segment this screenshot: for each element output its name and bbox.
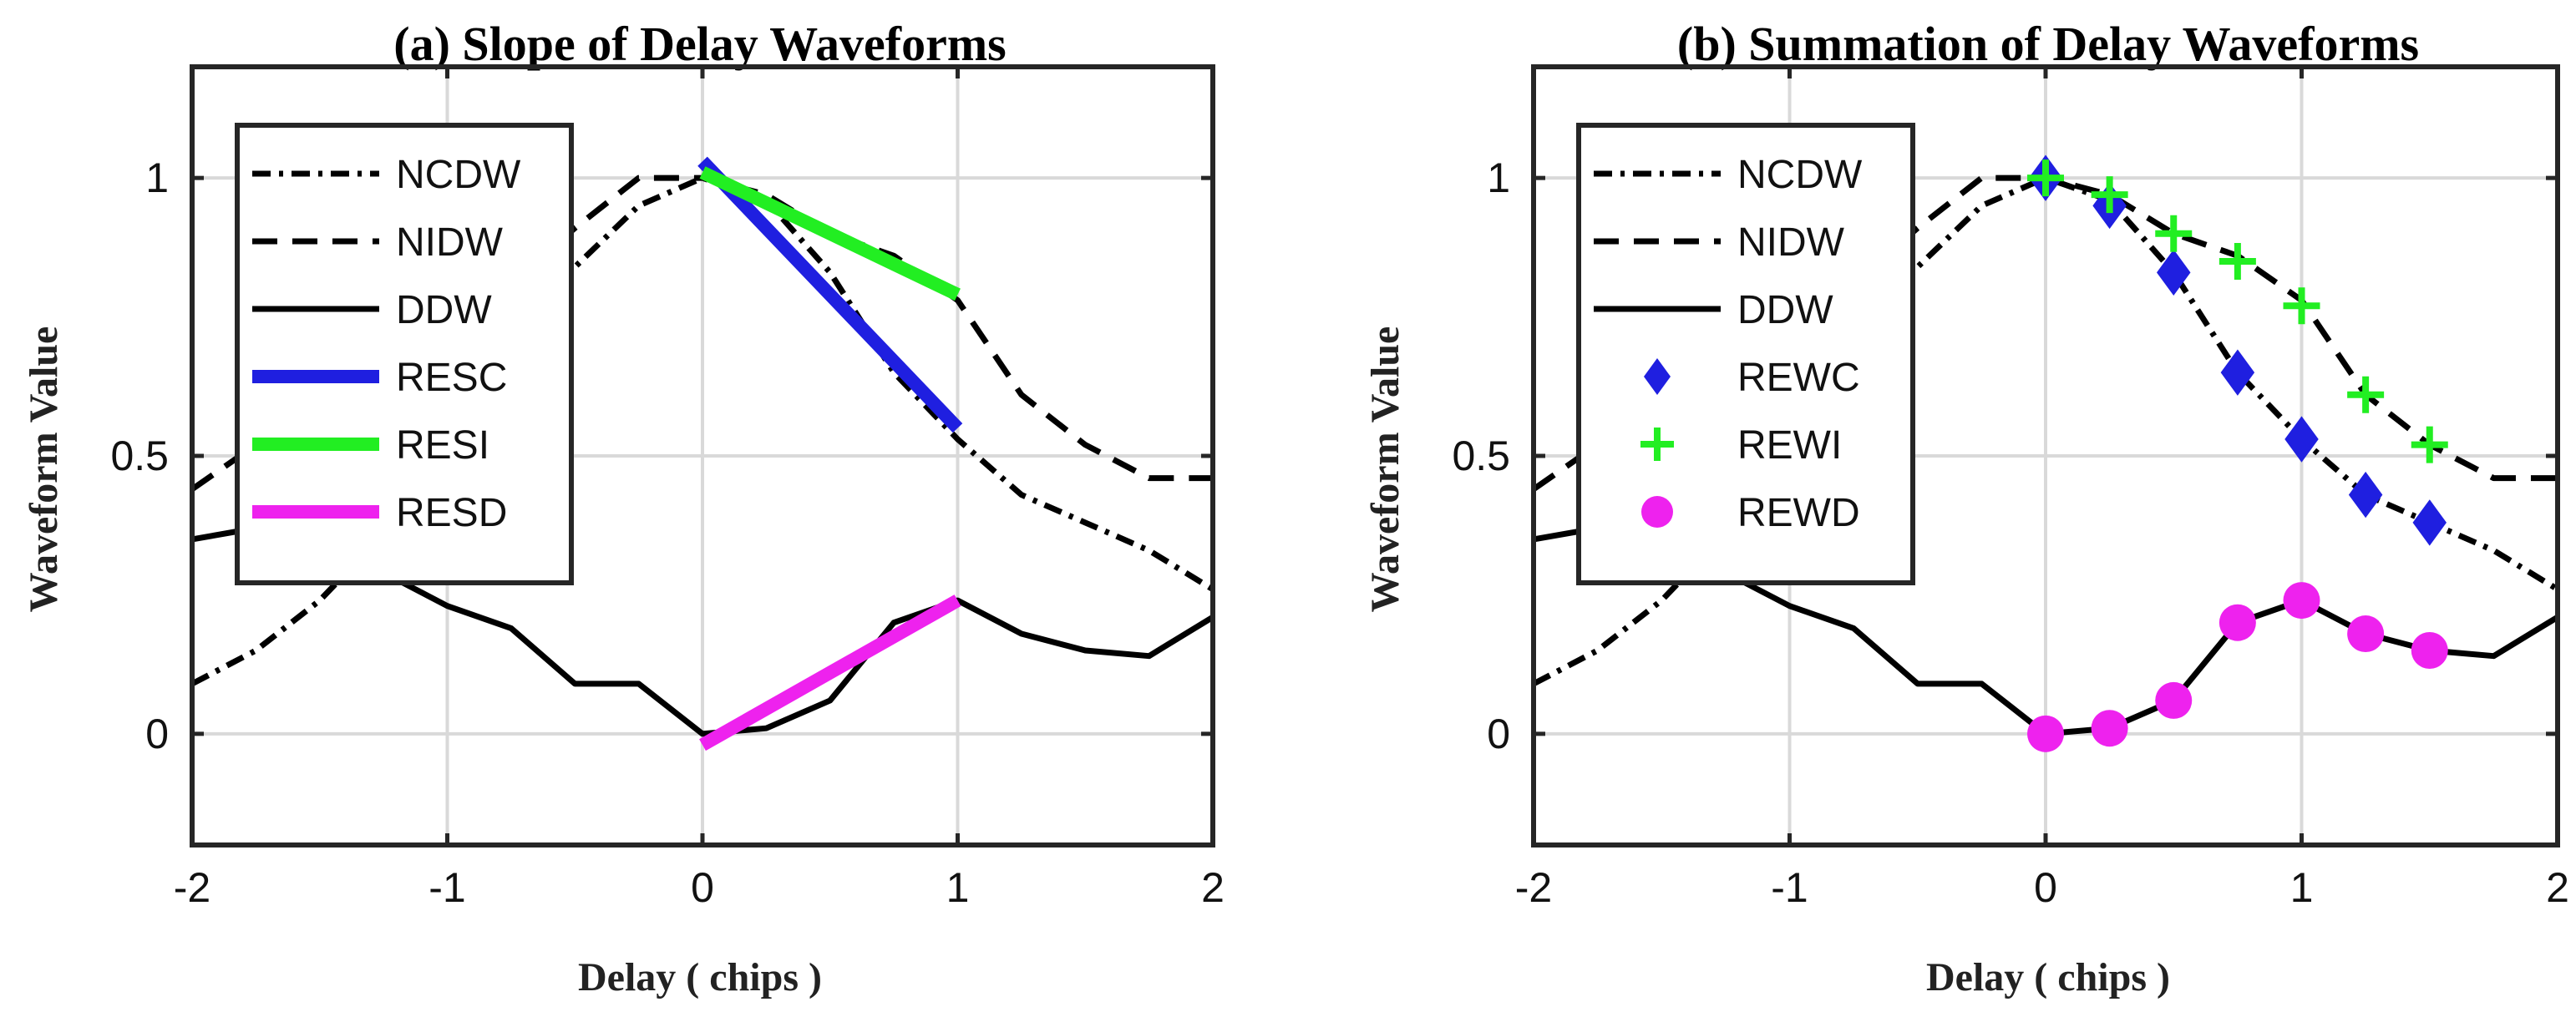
- series-resc-line: [697, 156, 963, 433]
- y-tick-label: 1: [1487, 154, 1510, 201]
- legend-item-rewi-swatch: [1640, 428, 1674, 461]
- series-rewd-point: [2347, 615, 2385, 653]
- series-rewc-point: [2284, 416, 2319, 463]
- legend-item-ddw-label: DDW: [396, 288, 492, 332]
- legend-item-rewc: REWC: [1644, 356, 1860, 400]
- x-axis-label: Delay ( chips ): [1926, 955, 2170, 999]
- y-axis-label: Waveform Value: [1363, 326, 1407, 613]
- plot-area: -2 -1 0 1 2 0 0.5 1 NCDW NIDW DDW REWC REWI REWD: [1452, 64, 2569, 911]
- series-rewd-point: [2091, 710, 2128, 747]
- x-tick-label: 1: [946, 864, 970, 911]
- series-rewd-point: [2283, 582, 2320, 620]
- series-rewi-point: [2091, 176, 2128, 214]
- x-tick-label: -2: [1515, 864, 1552, 911]
- legend-item-nidw: NIDW: [1594, 220, 1845, 265]
- series-rewd-point: [2027, 715, 2064, 752]
- x-tick-label: 2: [1201, 864, 1225, 911]
- legend-item-ddw: DDW: [252, 288, 492, 332]
- series-rewd-point: [2219, 604, 2256, 641]
- plot-area: -2 -1 0 1 2 0 0.5 1 NCDW NIDW DDW RESC RESI RESD: [110, 64, 1225, 911]
- legend-item-resi-label: RESI: [396, 423, 489, 468]
- series-resi-line: [699, 166, 961, 301]
- x-tick-label: 0: [2034, 864, 2057, 911]
- legend-item-ncdw: NCDW: [252, 153, 521, 197]
- y-tick-label: 0: [145, 711, 169, 757]
- legend-item-nidw-label: NIDW: [1737, 220, 1845, 265]
- y-tick-label: 1: [145, 154, 169, 201]
- legend-item-rewd-swatch: [1641, 496, 1673, 528]
- legend-item-rewi: REWI: [1640, 423, 1842, 468]
- y-axis-label: Waveform Value: [22, 326, 66, 613]
- legend-item-resc: RESC: [252, 356, 507, 400]
- series-rewd-point: [2411, 632, 2448, 669]
- y-tick-label: 0.5: [1452, 433, 1510, 479]
- legend-item-resd: RESD: [252, 491, 507, 535]
- legend-item-ncdw: NCDW: [1594, 153, 1863, 197]
- legend-item-resc-label: RESC: [396, 356, 507, 400]
- legend-item-nidw-label: NIDW: [396, 220, 504, 265]
- x-tick-label: -1: [428, 864, 465, 911]
- series-rewi-point: [2411, 426, 2448, 463]
- legend-item-nidw: NIDW: [252, 220, 504, 265]
- legend-item-rewc-label: REWC: [1737, 356, 1860, 400]
- y-tick-label: 0: [1487, 711, 1510, 757]
- legend-item-ncdw-label: NCDW: [396, 153, 521, 197]
- chart-title: (a) Slope of Delay Waveforms: [393, 17, 1007, 71]
- x-tick-label: 0: [691, 864, 714, 911]
- series-rewi-point: [2283, 287, 2320, 325]
- series-rewc-point: [2348, 471, 2383, 519]
- series-rewi-point: [2347, 376, 2385, 413]
- x-tick-label: 1: [2290, 864, 2314, 911]
- series-rewc-point: [2157, 249, 2191, 296]
- chart-panel-b: (b) Summation of Delay Waveforms Wavefor…: [1363, 17, 2569, 999]
- x-tick-label: -1: [1771, 864, 1808, 911]
- legend-box: [1576, 123, 1915, 585]
- series-rewd-point: [2155, 681, 2193, 719]
- legend-item-rewc-swatch: [1644, 358, 1671, 395]
- chart-title: (b) Summation of Delay Waveforms: [1677, 17, 2419, 71]
- series-rewi-point: [2027, 159, 2064, 197]
- legend: NCDW NIDW DDW RESC RESI RESD: [235, 123, 574, 585]
- series-rewc-point: [2220, 349, 2255, 396]
- legend-item-resd-label: RESD: [396, 491, 507, 535]
- legend-item-resi: RESI: [252, 423, 489, 468]
- legend-item-rewd-label: REWD: [1737, 491, 1860, 535]
- y-tick-label: 0.5: [110, 433, 169, 479]
- chart-panel-a: (a) Slope of Delay Waveforms Waveform Va…: [22, 17, 1225, 999]
- x-tick-label: -2: [174, 864, 210, 911]
- series-resd-line: [699, 595, 961, 751]
- series-rewi-point: [2219, 243, 2256, 280]
- legend: NCDW NIDW DDW REWC REWI REWD: [1576, 123, 1915, 585]
- x-tick-label: 2: [2546, 864, 2569, 911]
- legend-item-rewi-label: REWI: [1737, 423, 1842, 468]
- legend-item-ncdw-label: NCDW: [1737, 153, 1863, 197]
- legend-item-ddw: DDW: [1594, 288, 1833, 332]
- series-rewi-point: [2155, 215, 2193, 252]
- x-axis-label: Delay ( chips ): [578, 955, 822, 999]
- legend-item-ddw-label: DDW: [1737, 288, 1833, 332]
- series-rewc-point: [2412, 499, 2447, 546]
- legend-item-rewd: REWD: [1641, 491, 1860, 535]
